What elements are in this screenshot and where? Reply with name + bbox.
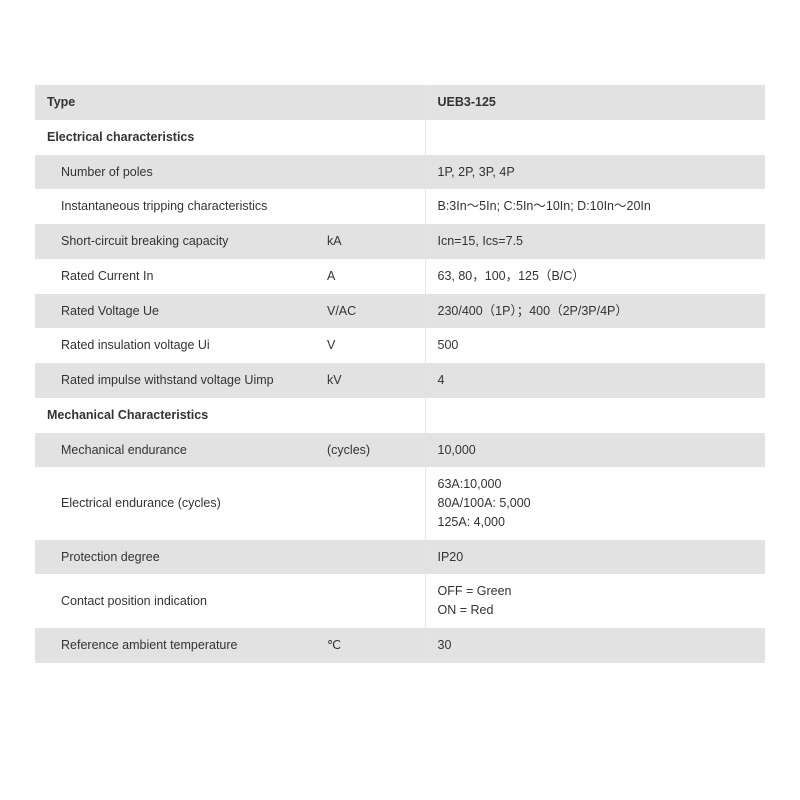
- spec-label: Reference ambient temperature: [35, 628, 315, 663]
- section-value-blank: [425, 120, 765, 155]
- table-row: Protection degree IP20: [35, 540, 765, 575]
- spec-label: Rated Voltage Ue: [35, 294, 315, 329]
- spec-value: 63, 80，100，125（B/C）: [425, 259, 765, 294]
- section-title: Electrical characteristics: [35, 120, 425, 155]
- spec-unit: [315, 189, 425, 224]
- spec-label: Rated impulse withstand voltage Uimp: [35, 363, 315, 398]
- spec-value: IP20: [425, 540, 765, 575]
- table-row: Reference ambient temperature ℃ 30: [35, 628, 765, 663]
- spec-table: Type UEB3-125 Electrical characteristics…: [35, 85, 765, 663]
- empty-unit: [315, 85, 425, 120]
- section-header: Mechanical Characteristics: [35, 398, 765, 433]
- table-row: Electrical endurance (cycles) 63A:10,000…: [35, 467, 765, 539]
- table-row: Rated Current In A 63, 80，100，125（B/C）: [35, 259, 765, 294]
- table-row: Short-circuit breaking capacity kA Icn=1…: [35, 224, 765, 259]
- type-value: UEB3-125: [425, 85, 765, 120]
- spec-label: Contact position indication: [35, 574, 315, 628]
- table-row: Rated Voltage Ue V/AC 230/400（1P）；400（2P…: [35, 294, 765, 329]
- spec-unit: [315, 467, 425, 539]
- spec-value: OFF = Green ON = Red: [425, 574, 765, 628]
- spec-value: 63A:10,000 80A/100A: 5,000 125A: 4,000: [425, 467, 765, 539]
- spec-value: 500: [425, 328, 765, 363]
- spec-unit: V: [315, 328, 425, 363]
- spec-label: Protection degree: [35, 540, 315, 575]
- table-row: Instantaneous tripping characteristics B…: [35, 189, 765, 224]
- section-header: Electrical characteristics: [35, 120, 765, 155]
- spec-value: 10,000: [425, 433, 765, 468]
- type-header-row: Type UEB3-125: [35, 85, 765, 120]
- spec-value: 30: [425, 628, 765, 663]
- spec-label: Number of poles: [35, 155, 315, 190]
- spec-value: 230/400（1P）；400（2P/3P/4P）: [425, 294, 765, 329]
- spec-value: 4: [425, 363, 765, 398]
- spec-unit: [315, 540, 425, 575]
- spec-value: 1P, 2P, 3P, 4P: [425, 155, 765, 190]
- spec-label: Short-circuit breaking capacity: [35, 224, 315, 259]
- spec-unit: ℃: [315, 628, 425, 663]
- spec-label: Instantaneous tripping characteristics: [35, 189, 315, 224]
- spec-unit: (cycles): [315, 433, 425, 468]
- section-value-blank: [425, 398, 765, 433]
- spec-unit: [315, 574, 425, 628]
- table-row: Rated impulse withstand voltage Uimp kV …: [35, 363, 765, 398]
- table-row: Number of poles 1P, 2P, 3P, 4P: [35, 155, 765, 190]
- spec-unit: A: [315, 259, 425, 294]
- spec-value: Icn=15, Ics=7.5: [425, 224, 765, 259]
- table-row: Mechanical endurance (cycles) 10,000: [35, 433, 765, 468]
- section-title: Mechanical Characteristics: [35, 398, 425, 433]
- table-row: Contact position indication OFF = Green …: [35, 574, 765, 628]
- spec-unit: kA: [315, 224, 425, 259]
- spec-label: Mechanical endurance: [35, 433, 315, 468]
- spec-unit: V/AC: [315, 294, 425, 329]
- spec-label: Rated insulation voltage Ui: [35, 328, 315, 363]
- table-row: Rated insulation voltage Ui V 500: [35, 328, 765, 363]
- spec-label: Rated Current In: [35, 259, 315, 294]
- spec-label: Electrical endurance (cycles): [35, 467, 315, 539]
- type-label: Type: [35, 85, 315, 120]
- spec-value: B:3In～5In; C:5In～10In; D:10In～20In: [425, 189, 765, 224]
- spec-unit: kV: [315, 363, 425, 398]
- spec-unit: [315, 155, 425, 190]
